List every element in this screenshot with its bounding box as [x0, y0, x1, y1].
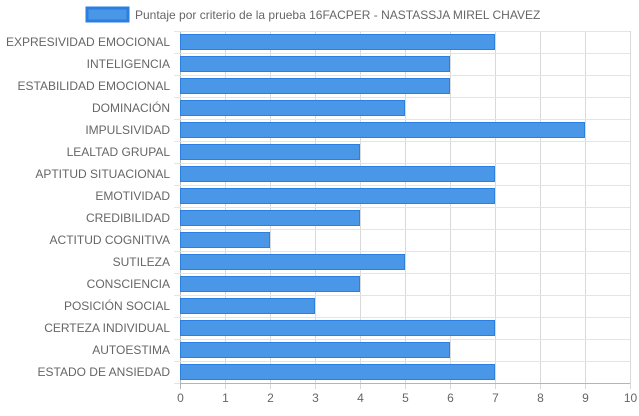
y-category-label: POSICIÓN SOCIAL — [64, 298, 170, 313]
x-axis-labels: 0 1 2 3 4 5 6 7 8 9 10 — [177, 391, 637, 405]
bar — [180, 166, 495, 182]
y-category-label: EMOTIVIDAD — [95, 189, 170, 203]
y-category-label: ACTITUD COGNITIVA — [50, 233, 170, 247]
y-category-label: CERTEZA INDIVIDUAL — [44, 321, 170, 335]
y-category-label: DOMINACIÓN — [92, 100, 170, 115]
y-axis-labels: EXPRESIVIDAD EMOCIONAL INTELIGENCIA ESTABI… — [6, 35, 170, 379]
x-tick-label: 1 — [222, 391, 229, 405]
bar — [180, 56, 450, 72]
bar — [180, 232, 270, 248]
y-category-label: SUTILEZA — [113, 255, 170, 269]
bar — [180, 254, 405, 270]
bar — [180, 34, 495, 50]
bar — [180, 210, 360, 226]
legend-label: Puntaje por criterio de la prueba 16FACP… — [135, 8, 540, 22]
bar — [180, 144, 360, 160]
y-category-label: APTITUD SITUACIONAL — [35, 167, 170, 181]
bar — [180, 78, 450, 94]
bar — [180, 122, 585, 138]
y-category-label: AUTOESTIMA — [92, 343, 170, 357]
y-category-label: CREDIBILIDAD — [86, 211, 170, 225]
bar — [180, 188, 495, 204]
bar — [180, 100, 405, 116]
bar — [180, 342, 450, 358]
x-tick-label: 6 — [447, 391, 454, 405]
y-category-label: CONSCIENCIA — [87, 277, 170, 291]
x-tick-label: 8 — [537, 391, 544, 405]
x-tick-label: 10 — [624, 391, 638, 405]
y-category-label: ESTABILIDAD EMOCIONAL — [18, 79, 171, 93]
y-category-label: ESTADO DE ANSIEDAD — [38, 365, 171, 379]
x-tick-label: 5 — [402, 391, 409, 405]
y-category-label: LEALTAD GRUPAL — [67, 145, 171, 159]
y-category-label: IMPULSIVIDAD — [85, 123, 170, 137]
bar — [180, 298, 315, 314]
bar — [180, 364, 495, 380]
x-tick-label: 9 — [582, 391, 589, 405]
x-tick-label: 2 — [267, 391, 274, 405]
bar — [180, 320, 495, 336]
y-category-label: EXPRESIVIDAD EMOCIONAL — [6, 35, 170, 49]
x-tick-label: 0 — [177, 391, 184, 405]
bars — [180, 34, 585, 380]
bar — [180, 276, 360, 292]
x-tick-label: 4 — [357, 391, 364, 405]
x-tick-label: 3 — [312, 391, 319, 405]
legend[interactable]: Puntaje por criterio de la prueba 16FACP… — [85, 6, 540, 23]
y-category-label: INTELIGENCIA — [87, 57, 170, 71]
legend-swatch — [85, 6, 130, 23]
x-tick-label: 7 — [492, 391, 499, 405]
